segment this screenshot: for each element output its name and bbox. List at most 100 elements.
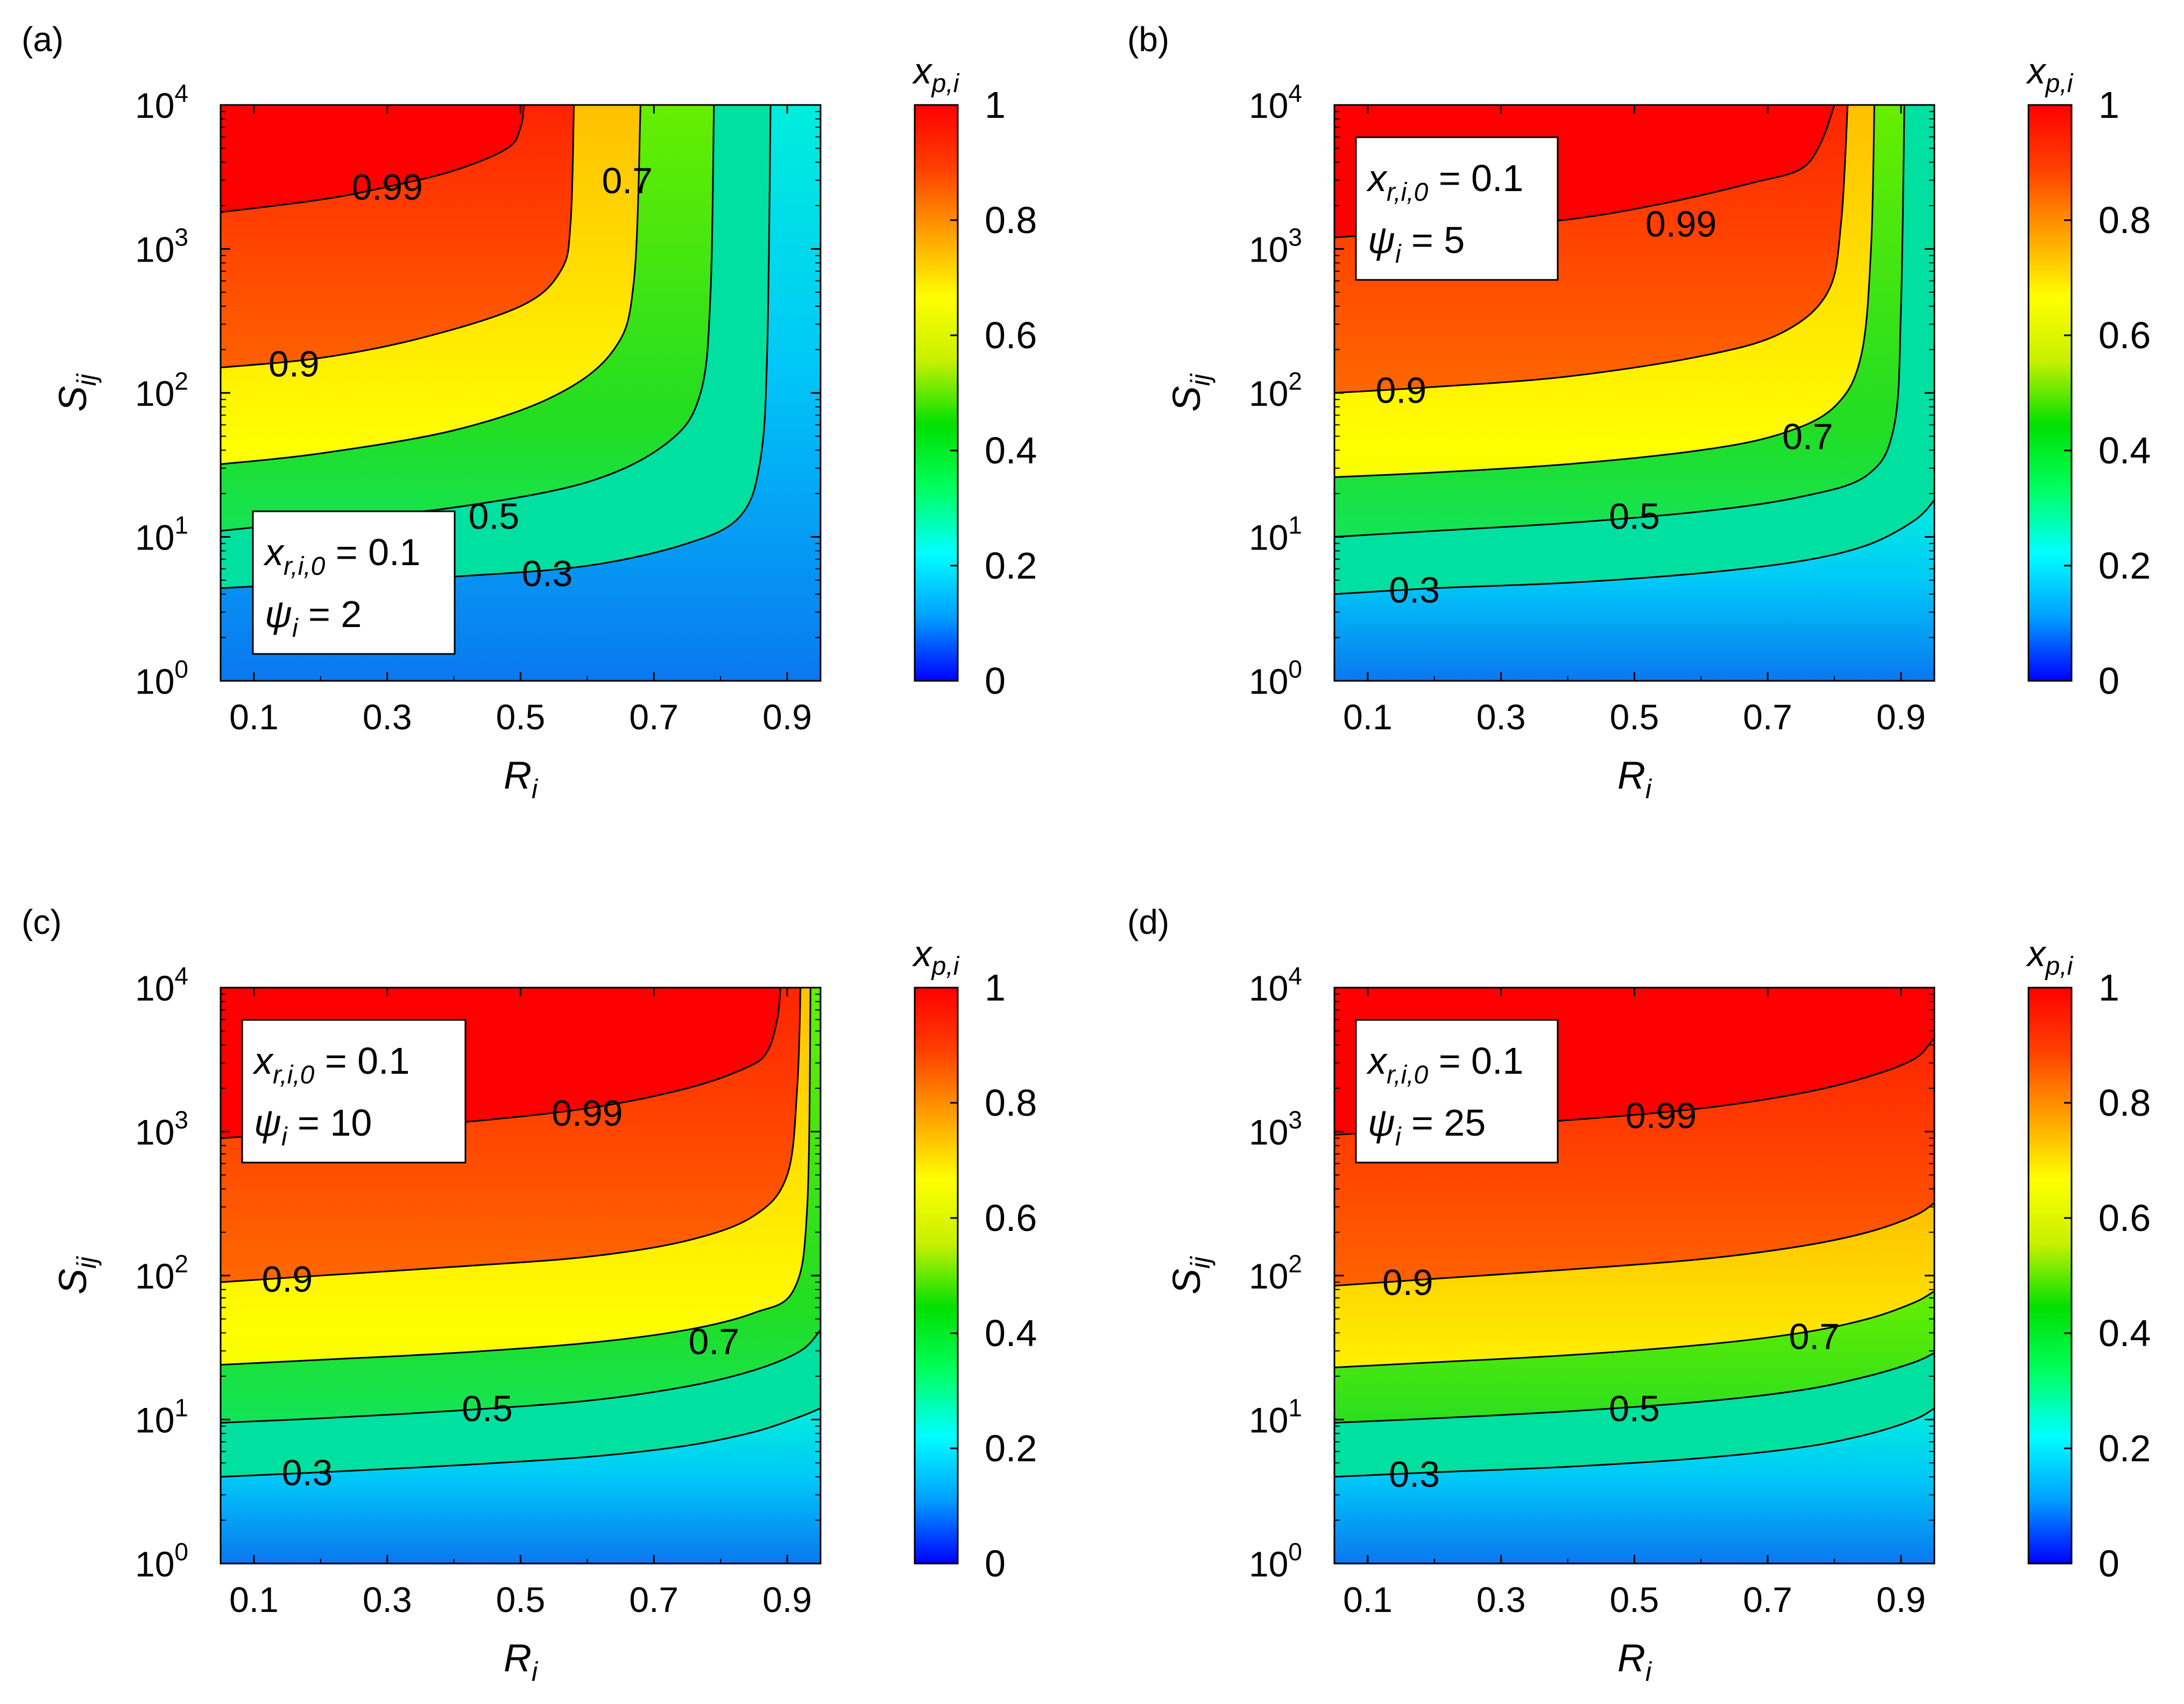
y-tick-base: 10 xyxy=(1249,1256,1288,1296)
x-axis-label-main: R xyxy=(1617,754,1645,797)
annotation-value: = 25 xyxy=(1401,1102,1486,1144)
x-axis-label: Ri xyxy=(1617,1637,1652,1687)
annotation-var: ψ xyxy=(1368,1102,1395,1144)
y-tick-base: 10 xyxy=(1249,86,1288,125)
contour-lines xyxy=(1334,105,1934,595)
panel-letter: (b) xyxy=(1127,20,1169,59)
colorbar-tick-label: 1 xyxy=(2098,84,2119,126)
contour-label: 0.9 xyxy=(1382,1262,1433,1303)
y-tick-base: 10 xyxy=(1249,661,1288,701)
contour-line-0.3 xyxy=(1334,1407,1934,1478)
annotation-value: = 0.1 xyxy=(325,531,420,573)
x-axis-label-main: R xyxy=(1617,1637,1645,1680)
contour-label: 0.5 xyxy=(1609,496,1660,537)
x-axis-label-main: R xyxy=(504,1637,532,1680)
contour-label: 0.99 xyxy=(352,167,423,208)
y-tick-base: 10 xyxy=(135,968,174,1008)
colorbar-title: xp,i xyxy=(912,933,960,981)
colorbar-tick-label: 0.2 xyxy=(985,1427,1037,1469)
colorbar: 0 0.2 0.4 0.6 0.8 1 xp,i xyxy=(912,51,1037,702)
chart-panel: 0.990.90.70.50.30.1 0.3 0.5 0.7 0.9100101102… xyxy=(1127,903,1935,1687)
y-tick-label: 100 xyxy=(1249,655,1302,701)
annotation-var: x xyxy=(263,531,285,573)
annotation-line-2: ψi = 10 xyxy=(254,1102,372,1151)
colorbar-title-main: x xyxy=(912,51,933,91)
panel-letter: (a) xyxy=(22,20,63,59)
y-tick-label: 101 xyxy=(135,511,188,558)
annotation-var: x xyxy=(1366,157,1388,199)
colorbar-title: xp,i xyxy=(912,51,960,98)
y-axis-label: Sij xyxy=(1165,1256,1215,1294)
y-tick-exponent: 2 xyxy=(1288,367,1302,395)
contour-label: 0.7 xyxy=(1782,417,1833,457)
contour-line-0.9 xyxy=(1334,105,1849,394)
y-axis-label-sub: ij xyxy=(72,373,102,386)
contour-label: 0.3 xyxy=(1389,1454,1440,1495)
x-tick-label: 0.1 xyxy=(1343,697,1393,737)
colorbar-tick-label: 0.8 xyxy=(985,199,1037,241)
colorbar-title-sub: p,i xyxy=(2045,952,2074,981)
x-axis-label-sub: i xyxy=(532,774,539,804)
x-tick-label: 0.1 xyxy=(229,1580,279,1619)
contour-line-0.5 xyxy=(221,1329,821,1424)
colorbar: 0 0.2 0.4 0.6 0.8 1 xp,i xyxy=(2026,51,2151,702)
y-tick-base: 10 xyxy=(135,374,174,413)
contour-line-0.9 xyxy=(221,105,575,369)
contour-line-0.7 xyxy=(221,988,811,1366)
contour-label: 0.3 xyxy=(282,1453,333,1494)
y-tick-exponent: 2 xyxy=(1288,1250,1302,1278)
y-axis-label-main: S xyxy=(52,386,95,412)
annotation-value: = 0.1 xyxy=(1428,157,1523,199)
y-tick-label: 104 xyxy=(1249,79,1302,125)
x-axis-label-sub: i xyxy=(532,1657,539,1687)
y-tick-label: 101 xyxy=(135,1394,188,1440)
contour-label: 0.99 xyxy=(1645,203,1716,244)
contour-line-0.9 xyxy=(221,988,802,1283)
colorbar-tick-label: 0.8 xyxy=(2098,1082,2151,1124)
y-tick-exponent: 1 xyxy=(1288,1394,1302,1422)
contour-line-0.5 xyxy=(1334,105,1905,538)
annotation-line-2: ψi = 25 xyxy=(1368,1102,1486,1151)
annotation-line-1: xr,i,0 = 0.1 xyxy=(1366,1040,1523,1089)
y-tick-base: 10 xyxy=(135,230,174,270)
y-axis-label-main: S xyxy=(1165,386,1208,412)
y-tick-exponent: 1 xyxy=(1288,511,1302,539)
colorbar: 0 0.2 0.4 0.6 0.8 1 xp,i xyxy=(2026,933,2151,1585)
colorbar-tick-label: 0 xyxy=(2098,660,2119,702)
colorbar-tick-label: 0.6 xyxy=(2098,1197,2151,1239)
annotation-box: xr,i,0 = 0.1 ψi = 5 xyxy=(1355,136,1559,281)
contour-line-0.3 xyxy=(1334,499,1934,595)
x-tick-label: 0.3 xyxy=(1476,697,1526,737)
x-tick-label: 0.9 xyxy=(1876,1580,1926,1619)
x-tick-label: 0.9 xyxy=(762,1580,812,1619)
fill-band-below-0.3 xyxy=(1334,500,1934,681)
x-axis-label: Ri xyxy=(504,754,539,804)
contour-line-0.5 xyxy=(1334,1352,1934,1424)
y-tick-label: 103 xyxy=(1249,1106,1302,1152)
y-tick-label: 103 xyxy=(1249,223,1302,270)
y-axis-label-main: S xyxy=(52,1269,95,1294)
colorbar-tick-label: 0 xyxy=(985,1543,1006,1585)
y-tick-exponent: 0 xyxy=(1288,655,1302,683)
annotation-sub: r,i,0 xyxy=(1387,178,1429,207)
contour-line-0.99 xyxy=(221,105,525,213)
x-tick-label: 0.5 xyxy=(496,697,546,737)
colorbar-frame xyxy=(914,987,959,1565)
y-tick-exponent: 0 xyxy=(174,1538,188,1566)
contour-label: 0.7 xyxy=(689,1321,740,1362)
annotation-sub: r,i,0 xyxy=(1387,1061,1429,1089)
y-tick-base: 10 xyxy=(135,1544,174,1584)
colorbar-title-sub: p,i xyxy=(2045,69,2074,98)
colorbar-title: xp,i xyxy=(2026,933,2074,981)
chart-panel: 0.990.90.70.50.30.1 0.3 0.5 0.7 0.9100101102… xyxy=(22,20,822,804)
y-tick-label: 100 xyxy=(1249,1538,1302,1584)
annotation-box: xr,i,0 = 0.1 ψi = 25 xyxy=(1355,1019,1559,1164)
y-tick-exponent: 2 xyxy=(174,1250,188,1278)
contour-label: 0.7 xyxy=(602,160,653,201)
chart-panel: 0.990.90.70.50.30.1 0.3 0.5 0.7 0.9100101102… xyxy=(22,903,822,1687)
annotation-sub: r,i,0 xyxy=(273,1061,315,1089)
y-tick-base: 10 xyxy=(1249,374,1288,413)
fill-band-below-0.3 xyxy=(1334,1408,1934,1564)
y-tick-label: 104 xyxy=(1249,962,1302,1008)
